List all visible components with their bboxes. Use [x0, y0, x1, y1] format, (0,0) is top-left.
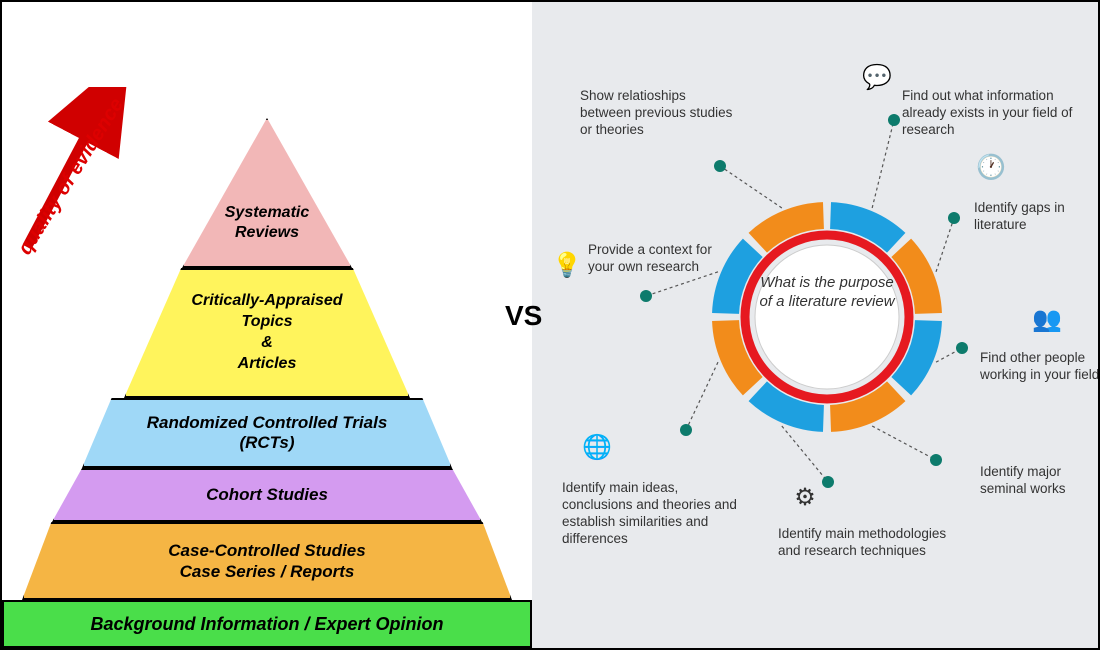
tier-label: Critically-AppraisedTopics&Articles: [185, 291, 348, 374]
radial-center-text: What is the purpose of a literature revi…: [754, 274, 900, 312]
radial-node-label: Identify major seminal works: [980, 464, 1090, 498]
radial-node-label: Identify gaps in literature: [974, 200, 1094, 234]
literature-review-panel: What is the purpose of a literature revi…: [532, 2, 1098, 648]
globe-icon: 🌐: [580, 430, 614, 464]
radial-node-dot: [714, 160, 726, 172]
radial-node-label: Identify main methodologies and research…: [778, 526, 948, 560]
radial-node-dot: [948, 212, 960, 224]
pyramid-tier-6: Background Information / Expert Opinion: [2, 600, 532, 648]
radial-node-label: Identify main ideas, conclusions and the…: [562, 480, 752, 548]
tier-label: Case-Controlled StudiesCase Series / Rep…: [162, 540, 371, 583]
radial-node-label: Find out what information already exists…: [902, 88, 1098, 139]
clock-icon: 🕐: [974, 150, 1008, 184]
radial-node-dot: [930, 454, 942, 466]
gears-icon: ⚙: [788, 480, 822, 514]
tier-label: Randomized Controlled Trials(RCTs): [141, 413, 394, 454]
radial-node-label: Provide a context for your own research: [588, 242, 738, 276]
pyramid-tier-5: Case-Controlled StudiesCase Series / Rep…: [22, 522, 512, 600]
radial-node-dot: [640, 290, 652, 302]
evidence-pyramid-panel: quality of evidence SystematicReviews Cr…: [2, 2, 532, 648]
pyramid-tier-2: Critically-AppraisedTopics&Articles: [124, 268, 410, 398]
pyramid-tier-4: Cohort Studies: [52, 468, 482, 522]
radial-node-dot: [888, 114, 900, 126]
radial-node-dot: [956, 342, 968, 354]
radial-node-dot: [822, 476, 834, 488]
tier-label: SystematicReviews: [219, 203, 316, 243]
pyramid-tier-3: Randomized Controlled Trials(RCTs): [82, 398, 452, 468]
tier-label: Cohort Studies: [200, 485, 334, 505]
bulb-icon: 💡: [550, 248, 584, 282]
radial-node-label: Find other people working in your field: [980, 350, 1098, 384]
people-icon: 👥: [1030, 302, 1064, 336]
pyramid-tier-1: SystematicReviews: [182, 118, 352, 268]
radial-node-label: Show relatioships between previous studi…: [580, 88, 740, 139]
radial-node-dot: [680, 424, 692, 436]
chat-icon: 💬: [860, 60, 894, 94]
tier-label: Background Information / Expert Opinion: [84, 614, 449, 635]
vs-label: VS: [505, 300, 542, 332]
